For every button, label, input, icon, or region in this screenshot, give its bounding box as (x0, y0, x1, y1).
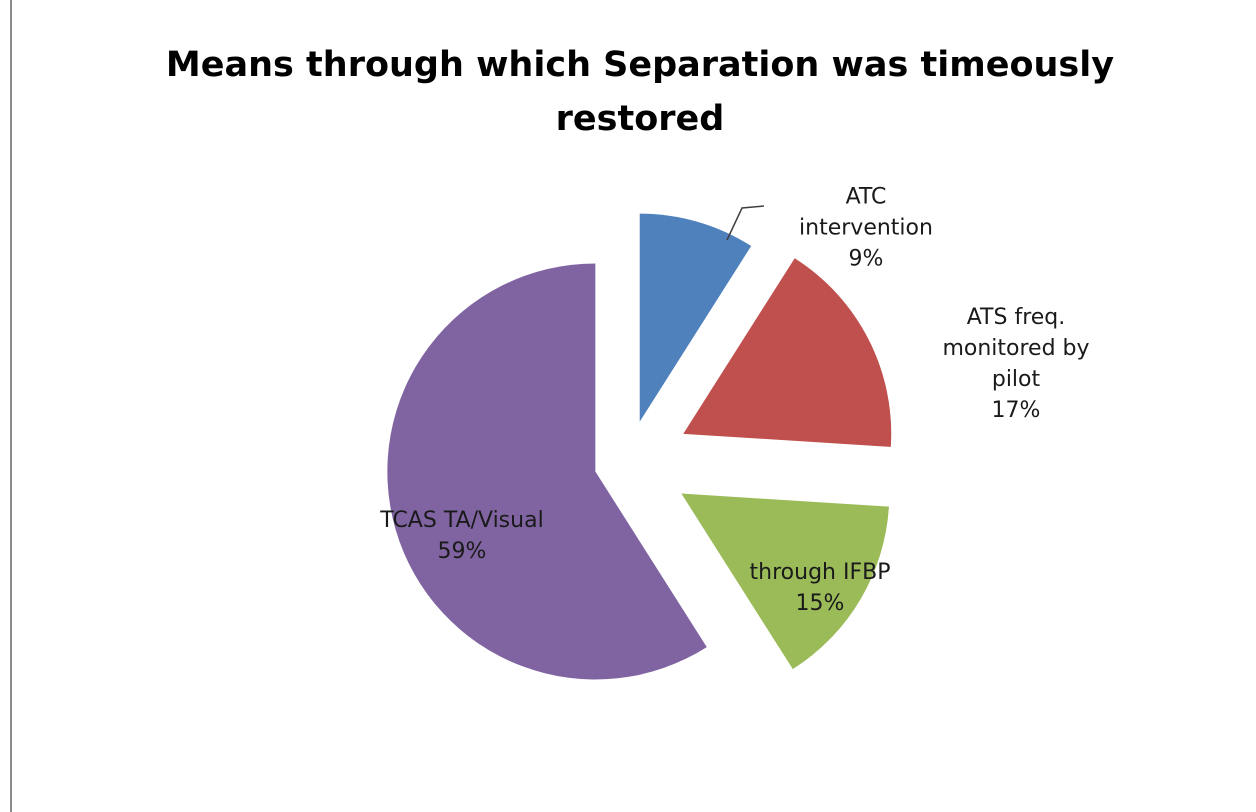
frame-edge (10, 0, 12, 812)
slice-label: through IFBP 15% (735, 557, 905, 619)
value-label: 9% (848, 246, 884, 272)
value-label: 59% (437, 539, 487, 564)
slice-label: ATC intervention 9% (781, 182, 951, 275)
pie-slice (683, 258, 892, 447)
slice-label: TCAS TA/Visual 59% (377, 505, 547, 567)
category-label: TCAS TA/Visual (380, 508, 544, 533)
category-label: through IFBP (749, 560, 891, 585)
category-label: ATS freq. monitored by pilot (942, 305, 1090, 392)
value-label: 17% (991, 398, 1041, 423)
value-label: 15% (795, 591, 845, 616)
slice-label: ATS freq. monitored by pilot 17% (931, 302, 1101, 426)
leader-line (726, 205, 765, 241)
pie-slice (681, 493, 889, 670)
pie-slice (639, 213, 752, 422)
chart-title: Means through which Separation was timeo… (165, 45, 1115, 139)
pie-slice (387, 263, 707, 680)
category-label: ATC intervention (799, 184, 933, 241)
